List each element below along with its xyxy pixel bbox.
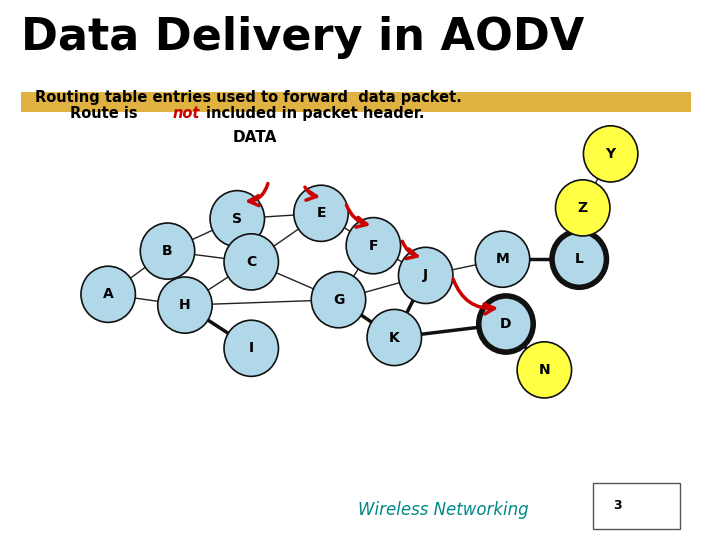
Text: 3: 3	[613, 500, 621, 512]
Text: J: J	[423, 268, 428, 282]
Text: E: E	[316, 206, 325, 220]
Ellipse shape	[552, 231, 606, 287]
Ellipse shape	[583, 126, 638, 182]
FancyBboxPatch shape	[593, 483, 680, 529]
Ellipse shape	[346, 218, 400, 274]
FancyBboxPatch shape	[21, 92, 691, 112]
Text: D: D	[500, 317, 512, 331]
Text: not: not	[172, 106, 199, 121]
Text: DATA: DATA	[233, 130, 277, 145]
Text: G: G	[333, 293, 344, 307]
Ellipse shape	[158, 277, 212, 333]
Text: H: H	[179, 298, 191, 312]
Text: B: B	[162, 244, 173, 258]
Text: Routing table entries used to forward  data packet.: Routing table entries used to forward da…	[35, 90, 462, 105]
Text: F: F	[369, 239, 378, 253]
Ellipse shape	[398, 247, 453, 303]
Ellipse shape	[311, 272, 366, 328]
Text: Data Delivery in AODV: Data Delivery in AODV	[21, 16, 585, 59]
Text: Wireless Networking: Wireless Networking	[358, 501, 528, 519]
Text: I: I	[248, 341, 254, 355]
Text: L: L	[575, 252, 584, 266]
Text: included in packet header.: included in packet header.	[206, 106, 424, 121]
Ellipse shape	[210, 191, 264, 247]
Ellipse shape	[475, 231, 530, 287]
Text: K: K	[389, 330, 400, 345]
Text: Route is: Route is	[70, 106, 143, 121]
Ellipse shape	[367, 309, 421, 366]
Text: N: N	[539, 363, 550, 377]
Ellipse shape	[479, 296, 534, 352]
Ellipse shape	[224, 234, 279, 290]
Ellipse shape	[81, 266, 135, 322]
Text: Z: Z	[577, 201, 588, 215]
Ellipse shape	[140, 223, 194, 279]
Ellipse shape	[224, 320, 279, 376]
Text: A: A	[103, 287, 114, 301]
Ellipse shape	[556, 180, 610, 236]
Text: S: S	[233, 212, 243, 226]
Text: M: M	[495, 252, 509, 266]
Text: C: C	[246, 255, 256, 269]
Ellipse shape	[517, 342, 572, 398]
Ellipse shape	[294, 185, 348, 241]
Text: Y: Y	[606, 147, 616, 161]
